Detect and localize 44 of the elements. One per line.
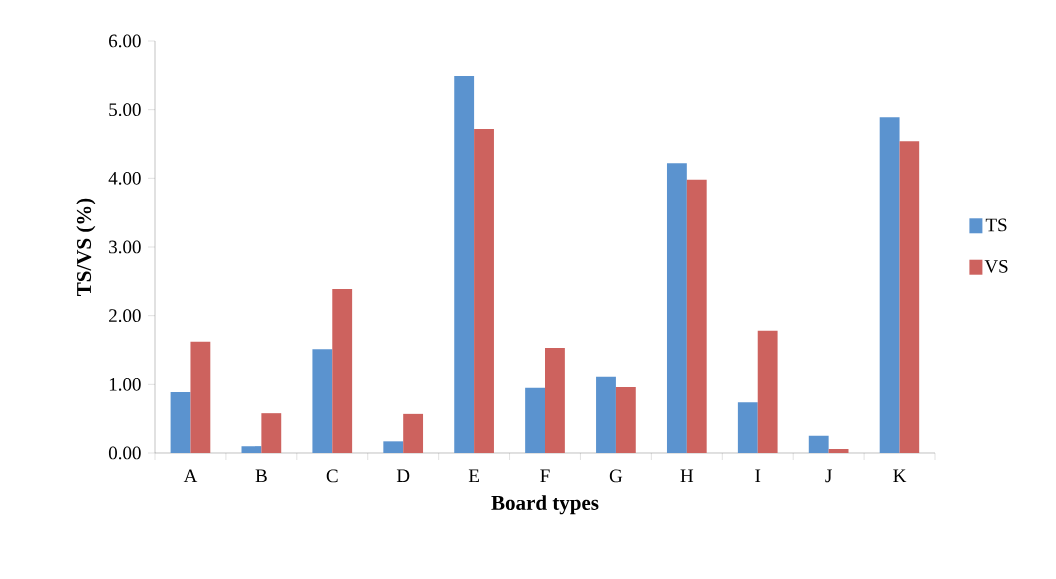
y-tick-label: 2.00: [109, 309, 141, 323]
y-tick-label: 6.00: [109, 34, 141, 48]
x-tick-label: C: [326, 469, 338, 483]
x-tick-label: E: [468, 469, 479, 482]
x-tick-label: F: [540, 469, 550, 482]
bar: [737, 402, 758, 453]
x-tick-label: B: [255, 469, 267, 483]
bar: [332, 288, 353, 453]
bar: [383, 441, 404, 453]
x-tick-label: A: [183, 469, 198, 483]
x-tick-label: H: [680, 469, 694, 482]
bar: [899, 141, 920, 453]
bar: [403, 413, 424, 453]
bar: [666, 163, 687, 453]
bar: [545, 347, 565, 453]
legend-label: TS: [985, 218, 1007, 232]
bar: [757, 330, 778, 453]
y-tick-label: 5.00: [109, 103, 141, 117]
y-axis-title: TS/VS (%): [76, 198, 96, 296]
x-tick-label: I: [755, 469, 761, 482]
x-axis-title: Board types: [491, 495, 599, 515]
bar: [190, 341, 211, 453]
bar: [261, 413, 282, 453]
bar: [454, 76, 475, 453]
bar: [170, 391, 191, 453]
bar: [808, 435, 829, 453]
y-tick-label: 1.00: [109, 377, 141, 391]
bar: [474, 128, 494, 453]
y-tick-label: 3.00: [109, 240, 141, 254]
x-tick-label: J: [825, 469, 832, 483]
bar: [879, 117, 900, 453]
bar: [241, 446, 262, 453]
legend-label: VS: [984, 260, 1008, 273]
x-tick-label: D: [396, 469, 410, 483]
bar: [615, 387, 636, 453]
bar: [525, 387, 546, 453]
y-tick-label: 0.00: [108, 446, 141, 460]
bar: [596, 376, 616, 453]
bar: [686, 179, 707, 453]
bar: [828, 448, 849, 453]
x-tick-label: K: [893, 469, 907, 482]
bar: [312, 349, 333, 453]
x-tick-label: G: [609, 469, 623, 483]
y-tick-label: 4.00: [108, 171, 141, 185]
